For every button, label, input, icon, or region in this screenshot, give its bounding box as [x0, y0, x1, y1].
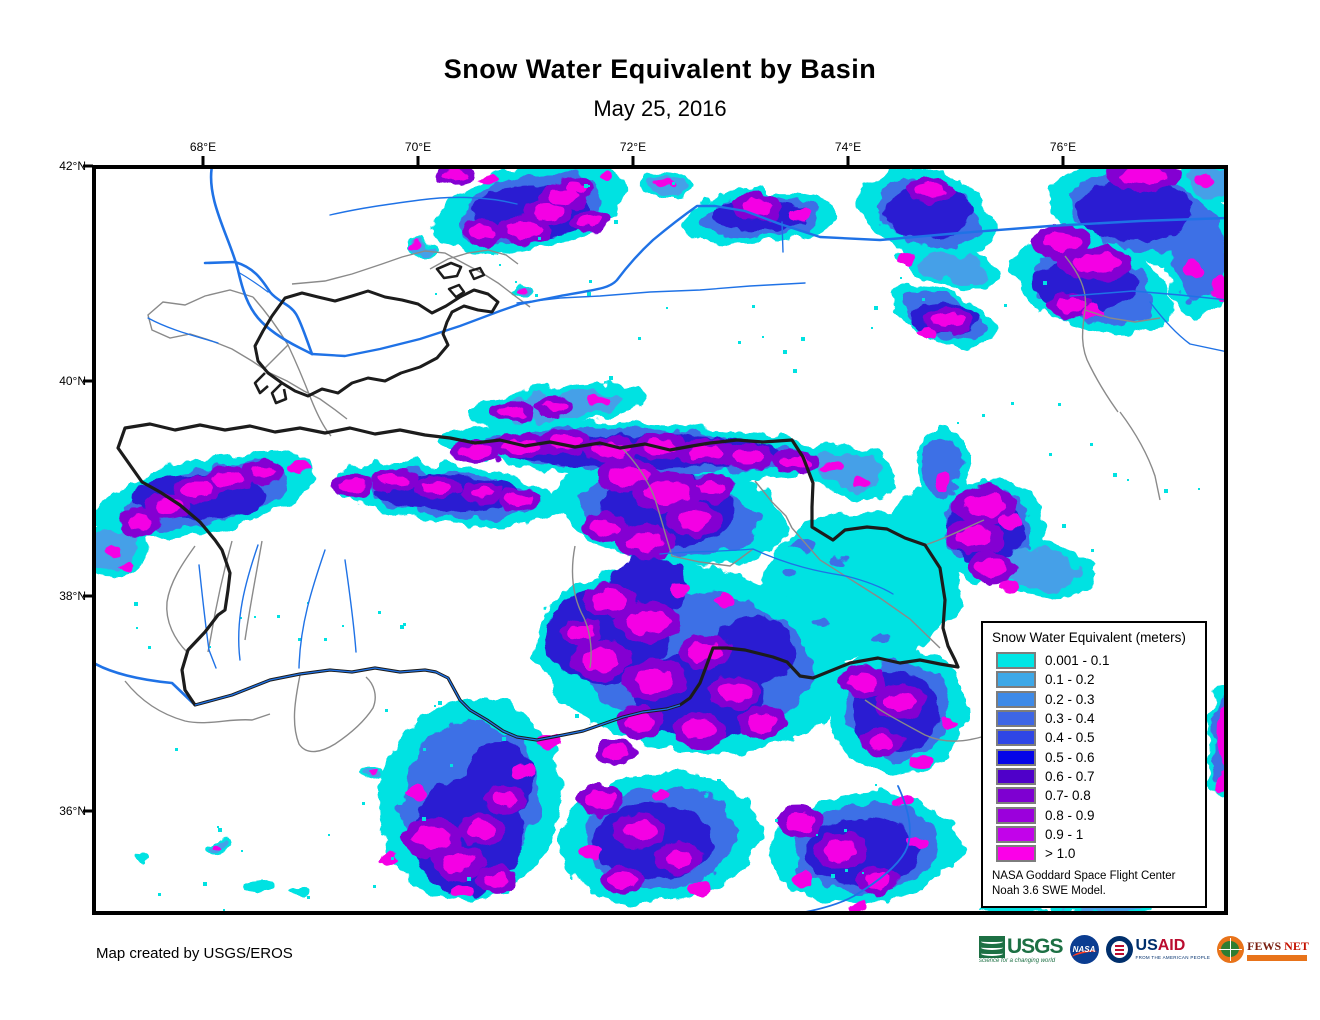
- legend-label: 0.1 - 0.2: [1045, 672, 1095, 688]
- map-credit: Map created by USGS/EROS: [96, 945, 293, 962]
- fewsnet-wordmark-net: NET: [1284, 938, 1309, 953]
- legend-source-line1: NASA Goddard Space Flight Center: [992, 870, 1176, 883]
- country-borders: [116, 261, 960, 742]
- lat-label-42n: 42°N: [59, 159, 86, 173]
- usgs-wordmark: USGS: [1007, 934, 1064, 958]
- usaid-wordmark-aid: AID: [1157, 937, 1186, 955]
- legend-label: 0.2 - 0.3: [1045, 691, 1095, 707]
- logo-row: USGS science for a changing world NASA U…: [979, 935, 1309, 964]
- legend-label: 0.9 - 1: [1045, 826, 1084, 842]
- legend-row: 0.7- 0.8: [992, 786, 1205, 805]
- map-frame: [92, 165, 1228, 915]
- legend-label: 0.6 - 0.7: [1045, 768, 1095, 784]
- usgs-wave-icon: [979, 935, 1005, 958]
- legend-swatch: [996, 806, 1036, 824]
- lon-label-68e: 68°E: [189, 140, 217, 154]
- page-title: Snow Water Equivalent by Basin: [443, 54, 877, 84]
- usaid-tagline: FROM THE AMERICAN PEOPLE: [1135, 955, 1211, 961]
- legend-row: 0.6 - 0.7: [992, 767, 1205, 786]
- legend-label: > 1.0: [1045, 846, 1076, 862]
- usaid-wordmark-us: US: [1135, 937, 1158, 955]
- legend-title: Snow Water Equivalent (meters): [992, 630, 1186, 645]
- legend-label: 0.4 - 0.5: [1045, 730, 1095, 746]
- nasa-wordmark: NASA: [1072, 945, 1096, 954]
- legend-source: NASA Goddard Space Flight Center Noah 3.…: [992, 869, 1205, 899]
- lon-label-72e: 72°E: [619, 140, 647, 154]
- legend-swatch: [996, 729, 1036, 747]
- lat-label-38n: 38°N: [59, 589, 86, 603]
- nasa-logo-icon: NASA: [1069, 935, 1099, 964]
- fewsnet-globe-icon: [1217, 936, 1245, 963]
- legend-row: 0.3 - 0.4: [992, 709, 1205, 728]
- lon-label-74e: 74°E: [834, 140, 862, 154]
- legend-box: Snow Water Equivalent (meters) 0.001 - 0…: [981, 621, 1207, 908]
- fewsnet-wordmark-fews: FEWS: [1247, 938, 1282, 953]
- legend-source-line2: Noah 3.6 SWE Model.: [992, 885, 1106, 898]
- legend-row: 0.4 - 0.5: [992, 728, 1205, 747]
- usaid-logo: USAID FROM THE AMERICAN PEOPLE: [1105, 936, 1211, 963]
- fewsnet-logo: FEWS NET: [1217, 936, 1309, 963]
- legend-label: 0.3 - 0.4: [1045, 711, 1095, 727]
- legend-swatch: [996, 825, 1036, 843]
- lat-label-36n: 36°N: [59, 804, 86, 818]
- legend-swatch: [996, 767, 1036, 785]
- legend-row: 0.2 - 0.3: [992, 690, 1205, 709]
- legend-label: 0.001 - 0.1: [1045, 653, 1110, 669]
- usaid-seal-icon: [1105, 936, 1133, 963]
- page-subtitle: May 25, 2016: [593, 96, 727, 121]
- legend-row: > 1.0: [992, 844, 1205, 863]
- legend-row: 0.001 - 0.1: [992, 651, 1205, 670]
- lon-label-70e: 70°E: [404, 140, 432, 154]
- legend-row: 0.8 - 0.9: [992, 805, 1205, 824]
- legend-row: 0.9 - 1: [992, 825, 1205, 844]
- legend-label: 0.7- 0.8: [1045, 788, 1091, 804]
- rivers-layer: [96, 169, 1224, 911]
- usgs-logo: USGS science for a changing world: [979, 934, 1064, 964]
- legend-swatch: [996, 671, 1036, 689]
- snow-layer-magenta: [103, 169, 1224, 911]
- legend-label: 0.8 - 0.9: [1045, 807, 1095, 823]
- fewsnet-banner: [1247, 954, 1308, 961]
- legend-row: 0.1 - 0.2: [992, 670, 1205, 689]
- lat-label-40n: 40°N: [59, 374, 86, 388]
- legend-swatch: [996, 690, 1036, 708]
- legend-swatch: [996, 787, 1036, 805]
- legend-label: 0.5 - 0.6: [1045, 749, 1095, 765]
- lon-label-76e: 76°E: [1049, 140, 1077, 154]
- legend-swatch: [996, 710, 1036, 728]
- legend-swatch: [996, 845, 1036, 863]
- usgs-tagline: science for a changing world: [979, 957, 1056, 964]
- legend-row: 0.5 - 0.6: [992, 747, 1205, 766]
- legend-swatch: [996, 652, 1036, 670]
- legend-swatch: [996, 748, 1036, 766]
- axis-ticks: [83, 156, 1065, 813]
